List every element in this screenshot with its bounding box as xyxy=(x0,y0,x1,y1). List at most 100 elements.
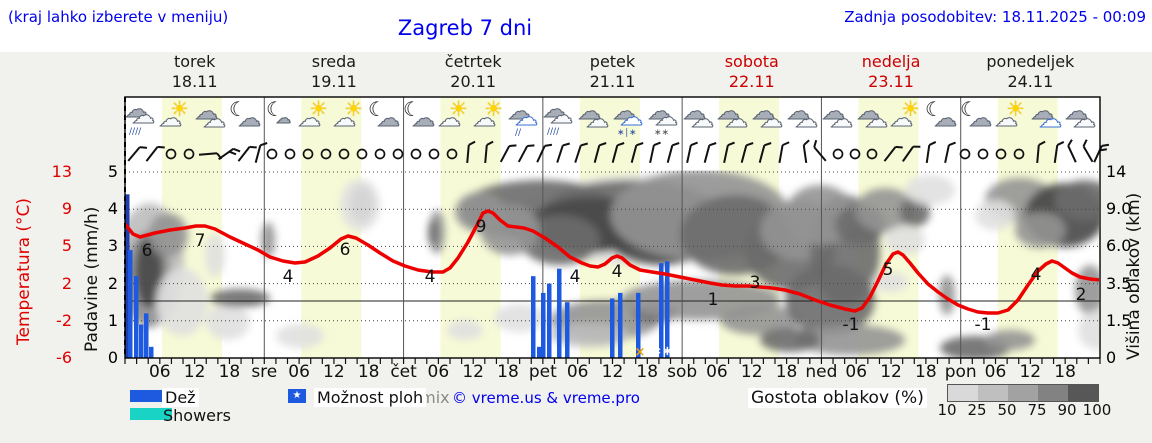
wi-precip-glyph: ∕∕ xyxy=(515,128,522,138)
day-header-sobota: sobota 22.11 xyxy=(682,52,821,94)
wi-precip-glyph: ∗∗ xyxy=(654,128,670,138)
precip-bar xyxy=(134,276,139,358)
density-box-75 xyxy=(1008,385,1038,401)
wind-calm-icon xyxy=(356,148,368,160)
x-tick-day: čet xyxy=(390,362,417,382)
day-header-torek: torek 18.11 xyxy=(125,52,264,94)
frozen-mix-marker: × xyxy=(635,345,646,360)
precip-bar xyxy=(139,324,144,358)
last-updated: Zadnja posodobitev: 18.11.2025 - 00:09 xyxy=(844,8,1146,26)
day-date: 19.11 xyxy=(311,72,357,91)
temp-value-label: 4 xyxy=(425,267,436,287)
wi-cloud-front-glyph: ☁ xyxy=(298,106,322,132)
day-date: 21.11 xyxy=(589,72,636,91)
wind-barb-icon xyxy=(499,144,517,163)
wind-barb-icon xyxy=(944,141,956,164)
wi-cloud-front-glyph: ☁ xyxy=(691,107,715,133)
x-tick-hour: 18 xyxy=(357,362,380,382)
wi-sun-glyph: ☀ xyxy=(344,97,363,121)
wi-moon-glyph: ☾ xyxy=(229,97,247,121)
wi-cloud-front-glyph: ☁ xyxy=(995,106,1019,132)
weather-icon-moon: ☾ ☁ xyxy=(264,99,300,139)
cloud-tick: 1.5 xyxy=(1106,310,1132,330)
wind-barb-icon xyxy=(758,142,772,163)
wind-barb-icon xyxy=(778,141,790,164)
wi-moon-glyph: ☾ xyxy=(266,97,284,121)
wind-barb-icon xyxy=(802,139,810,164)
day-header-ponedeljek: ponedeljek 24.11 xyxy=(961,52,1100,94)
wind-calm-icon xyxy=(1013,148,1025,160)
precip-bar xyxy=(541,292,546,358)
day-name: ponedeljek xyxy=(986,52,1075,71)
wi-cloud-back-glyph: ☁ xyxy=(969,106,993,132)
precip-bar xyxy=(665,261,670,358)
page-title: Zagreb 7 dni xyxy=(397,16,533,40)
x-tick-hour: 06 xyxy=(148,362,171,382)
density-tick-label: 25 xyxy=(967,401,987,419)
x-tick-hour: 18 xyxy=(497,362,519,382)
temperature-curve xyxy=(126,209,1099,315)
x-tick-hour: 18 xyxy=(218,362,241,382)
precip-tick: 0 xyxy=(107,348,118,367)
wind-barb-icon xyxy=(1082,139,1094,163)
x-tick-hour: 12 xyxy=(1019,362,1042,382)
wind-barb-icon xyxy=(883,145,903,162)
wind-calm-icon xyxy=(849,148,861,160)
wind-calm-icon xyxy=(959,148,971,160)
cloud-tick: 6.0 xyxy=(1106,236,1132,256)
x-tick-hour: 12 xyxy=(323,362,345,382)
wi-cloud-back-glyph: ☁ xyxy=(1065,99,1089,125)
weather-icon-cloud: ☁ ☁ xyxy=(1064,99,1100,139)
copyright-link[interactable]: © vreme.us & vreme.pro xyxy=(452,389,640,407)
wi-cloud-front-glyph: ☁ xyxy=(865,107,889,133)
precip-tick: 4 xyxy=(107,199,118,219)
wi-cloud-back-glyph: ☁ xyxy=(934,106,958,132)
x-tick-day: sob xyxy=(667,362,698,382)
wi-cloud-front-glyph: ☁ xyxy=(586,107,610,133)
temp-value-label: -1 xyxy=(843,315,860,335)
precip-bar xyxy=(636,292,641,358)
weather-icon-cloud: ☁ ☁ xyxy=(194,99,230,139)
weather-icon-psun: ☀ ☁ xyxy=(473,99,509,139)
x-tick-hour: 06 xyxy=(845,362,868,382)
wi-cloud-front-glyph: ☁ xyxy=(333,106,357,132)
density-tick-label: 90 xyxy=(1057,401,1077,419)
wind-barb-icon xyxy=(127,146,148,162)
day-name: nedelja xyxy=(861,52,921,71)
weather-icon-cloud: ☁ ☁ xyxy=(577,99,613,139)
wind-barb-icon xyxy=(925,141,937,164)
precip-bar xyxy=(128,250,133,358)
temp-value-label: 1 xyxy=(708,290,719,310)
wind-calm-icon xyxy=(284,148,296,160)
wi-cloud-back-glyph: ☁ xyxy=(508,99,532,125)
x-tick-hour: 06 xyxy=(288,362,310,382)
wi-cloud-back-glyph: ☁ xyxy=(543,97,567,123)
wind-calm-icon xyxy=(866,148,878,160)
wind-calm-icon xyxy=(446,148,458,160)
cloud-density-scale xyxy=(947,384,1099,402)
weather-icon-drizzle: ☁ ☁ ∕∕ xyxy=(507,99,543,139)
wind-barb-icon xyxy=(517,144,535,163)
wind-barb-icon xyxy=(649,141,661,164)
day-header-sreda: sreda 19.11 xyxy=(264,52,403,94)
wi-cloud-front-glyph: ☁ xyxy=(550,103,574,129)
precip-bar xyxy=(531,276,536,358)
day-name: petek xyxy=(589,52,636,71)
temp-value-label: 9 xyxy=(476,217,487,237)
temp-value-label: 3 xyxy=(750,273,761,293)
cloud-tick: 14 xyxy=(1106,162,1127,181)
x-tick-hour: 06 xyxy=(984,362,1007,382)
wi-cloud-back-glyph: ☁ xyxy=(822,99,846,125)
wind-calm-icon xyxy=(392,148,404,160)
precip-bar xyxy=(547,283,552,358)
wind-barb-icon xyxy=(466,140,476,164)
temp-tick: -2 xyxy=(56,310,72,330)
wind-calm-icon xyxy=(374,148,386,160)
wi-cloud-front-glyph: ☁ xyxy=(159,106,183,132)
day-header-nedelja: nedelja 23.11 xyxy=(821,52,960,94)
precip-bar xyxy=(125,194,130,358)
wind-calm-icon xyxy=(977,148,989,160)
precip-tick: 2 xyxy=(107,273,118,293)
precip-bar xyxy=(557,268,562,358)
